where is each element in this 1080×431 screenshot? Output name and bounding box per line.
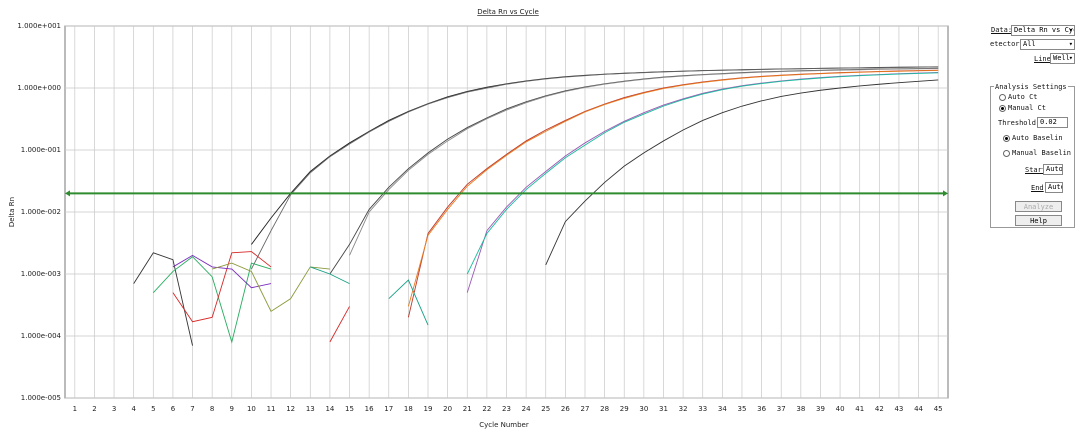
x-tick-label: 31 [659, 405, 668, 413]
data-select[interactable]: Delta Rn vs Cycl [1011, 25, 1075, 36]
line-select[interactable]: Well Color [1050, 53, 1075, 64]
amplification-curve [466, 72, 939, 275]
x-tick-label: 28 [600, 405, 609, 413]
amplification-curve [407, 69, 939, 307]
x-tick-label: 39 [816, 405, 825, 413]
x-tick-label: 3 [112, 405, 116, 413]
amplification-curve [172, 254, 272, 289]
help-button[interactable]: Help [1015, 215, 1062, 226]
x-tick-label: 42 [875, 405, 884, 413]
threshold-label: Threshold: [998, 119, 1041, 127]
threshold-input[interactable]: 0.02 [1037, 117, 1068, 128]
chart: Delta Rn vs Cycle Cycle Number Delta Rn … [8, 8, 949, 429]
y-axis-label: Delta Rn [8, 197, 16, 227]
auto-ct-radio[interactable] [999, 94, 1006, 101]
end-label: End [1031, 184, 1044, 192]
x-tick-label: 16 [365, 405, 374, 413]
x-tick-label: 45 [934, 405, 943, 413]
y-tick-label: 1.000e-002 [21, 208, 61, 216]
amplification-curve [172, 251, 272, 323]
amplification-curve [329, 306, 350, 343]
x-tick-label: 19 [424, 405, 433, 413]
start-label: Start [1025, 166, 1047, 174]
x-tick-label: 23 [502, 405, 511, 413]
y-tick-label: 1.000e-004 [21, 332, 62, 340]
threshold-handle[interactable] [943, 190, 948, 197]
x-tick-label: 33 [698, 405, 707, 413]
manual-ct-radio[interactable] [999, 105, 1006, 112]
x-tick-label: 5 [151, 405, 155, 413]
x-tick-label: 38 [796, 405, 805, 413]
group-title: Analysis Settings [994, 83, 1068, 91]
y-tick-label: 1.000e-001 [21, 146, 61, 154]
x-tick-label: 2 [92, 405, 96, 413]
x-tick-label: 41 [855, 405, 864, 413]
x-tick-label: 37 [777, 405, 786, 413]
amplification-curve [133, 252, 193, 346]
detector-select[interactable]: All [1020, 39, 1075, 50]
x-tick-label: 21 [463, 405, 472, 413]
data-label: Data: [991, 26, 1013, 34]
manual-ct-label: Manual Ct [1008, 104, 1046, 112]
x-tick-label: 26 [561, 405, 570, 413]
y-tick-label: 1.000e+000 [17, 84, 61, 92]
x-tick-label: 20 [443, 405, 452, 413]
x-tick-label: 32 [679, 405, 688, 413]
detector-label: etector: [990, 40, 1024, 48]
x-tick-label: 12 [286, 405, 295, 413]
manual-baseline-radio[interactable] [1003, 150, 1010, 157]
x-tick-label: 18 [404, 405, 413, 413]
amplification-curve [310, 266, 429, 326]
x-tick-label: 8 [210, 405, 214, 413]
start-input[interactable]: Auto [1043, 164, 1063, 175]
x-tick-label: 22 [482, 405, 491, 413]
x-tick-label: 40 [836, 405, 845, 413]
x-tick-label: 34 [718, 405, 727, 413]
y-tick-label: 1.000e-005 [21, 394, 61, 402]
y-tick-label: 1.000e+001 [17, 22, 61, 30]
x-axis-label: Cycle Number [479, 421, 529, 429]
x-tick-label: 43 [894, 405, 903, 413]
x-tick-label: 24 [522, 405, 531, 413]
x-tick-label: 6 [171, 405, 176, 413]
x-tick-label: 14 [325, 405, 334, 413]
x-tick-label: 9 [230, 405, 234, 413]
y-tick-label: 1.000e-003 [21, 270, 61, 278]
end-input[interactable]: Auto [1045, 182, 1063, 193]
x-tick-label: 15 [345, 405, 354, 413]
amplification-curve [251, 66, 939, 270]
amplification-curve [545, 79, 939, 266]
x-tick-label: 35 [738, 405, 747, 413]
x-tick-label: 11 [267, 405, 276, 413]
x-tick-label: 4 [131, 405, 136, 413]
x-tick-label: 30 [639, 405, 648, 413]
x-tick-label: 44 [914, 405, 923, 413]
x-tick-label: 1 [73, 405, 77, 413]
analyze-button[interactable]: Analyze [1015, 201, 1062, 212]
x-tick-label: 29 [620, 405, 629, 413]
x-tick-label: 17 [384, 405, 393, 413]
x-tick-label: 13 [306, 405, 315, 413]
x-tick-label: 27 [581, 405, 590, 413]
x-tick-label: 25 [541, 405, 550, 413]
line-label: Line [1034, 55, 1051, 63]
amplification-curve [349, 68, 939, 256]
x-tick-label: 36 [757, 405, 766, 413]
x-tick-label: 7 [190, 405, 194, 413]
manual-baseline-label: Manual Baselin [1012, 149, 1072, 157]
chart-title: Delta Rn vs Cycle [477, 8, 539, 16]
amplification-curve [152, 256, 272, 344]
auto-baseline-radio[interactable] [1003, 135, 1010, 142]
x-tick-label: 10 [247, 405, 256, 413]
auto-ct-label: Auto Ct [1008, 93, 1038, 101]
auto-baseline-label: Auto Baselin [1012, 134, 1063, 142]
threshold-handle[interactable] [65, 190, 70, 197]
